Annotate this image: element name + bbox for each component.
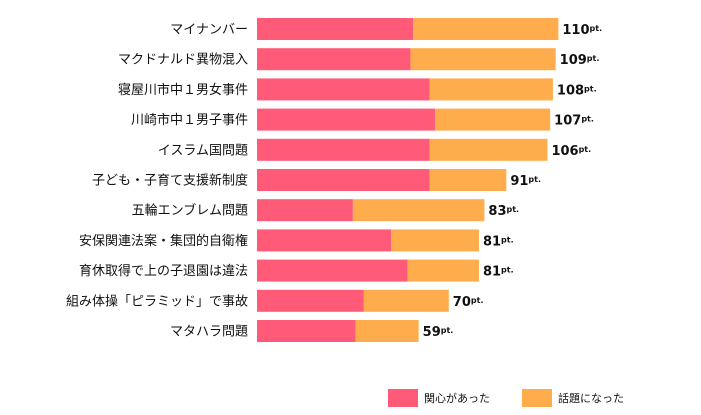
total-label: 59pt. — [423, 325, 454, 340]
bar-segment-interest — [257, 320, 356, 342]
total-label: 83pt. — [488, 204, 519, 219]
bar-segment-topic — [410, 48, 556, 71]
category-label: 育休取得で上の子退園は違法 — [79, 263, 248, 279]
category-label: 寝屋川市中１男女事件 — [118, 82, 248, 98]
total-label: 107pt. — [554, 114, 594, 129]
category-label: マクドナルド異物混入 — [118, 53, 248, 68]
legend-swatch-topic — [522, 389, 552, 407]
legend-swatch-interest — [388, 389, 418, 407]
category-label: 川崎市中１男子事件 — [131, 112, 248, 128]
bar-segment-topic — [429, 138, 548, 161]
total-label: 70pt. — [453, 295, 484, 310]
bar-segment-topic — [355, 320, 419, 342]
bar-segment-interest — [257, 199, 353, 222]
total-label: 81pt. — [483, 234, 514, 249]
bar-segment-interest — [257, 229, 392, 252]
legend-label-interest: 関心があった — [424, 391, 490, 405]
bar-segment-interest — [257, 78, 430, 101]
bar-segment-topic — [429, 78, 553, 101]
legend-label-topic: 話題になった — [558, 391, 624, 405]
bar-segment-topic — [413, 18, 559, 40]
category-label: 組み体操「ピラミッド」で事故 — [66, 293, 248, 309]
total-label: 91pt. — [510, 174, 541, 189]
total-label: 110pt. — [562, 23, 602, 38]
bar-segment-topic — [435, 108, 551, 131]
bar-segment-topic — [407, 259, 479, 282]
bar-segment-topic — [429, 169, 507, 191]
category-label: 子ども・子育て支援新制度 — [92, 173, 248, 189]
bar-segment-interest — [257, 259, 408, 282]
total-label: 81pt. — [483, 265, 514, 280]
bar-segment-interest — [257, 18, 414, 40]
category-label: マタハラ問題 — [170, 325, 248, 340]
category-label: マイナンバー — [170, 23, 248, 38]
bar-segment-topic — [352, 199, 485, 222]
category-label: 五輪エンブレム問題 — [132, 203, 248, 219]
bar-segment-topic — [363, 289, 449, 312]
total-label: 106pt. — [551, 144, 591, 159]
bar-segment-topic — [391, 229, 479, 252]
total-label: 109pt. — [560, 53, 600, 68]
total-label: 108pt. — [557, 83, 597, 98]
bar-segment-interest — [257, 48, 411, 71]
bar-segment-interest — [257, 169, 430, 191]
bar-segment-interest — [257, 138, 430, 161]
bar-segment-interest — [257, 108, 436, 131]
category-label: 安保関連法案・集団的自衛権 — [79, 233, 248, 249]
bar-segment-interest — [257, 289, 364, 312]
category-label: イスラム国問題 — [158, 143, 248, 158]
